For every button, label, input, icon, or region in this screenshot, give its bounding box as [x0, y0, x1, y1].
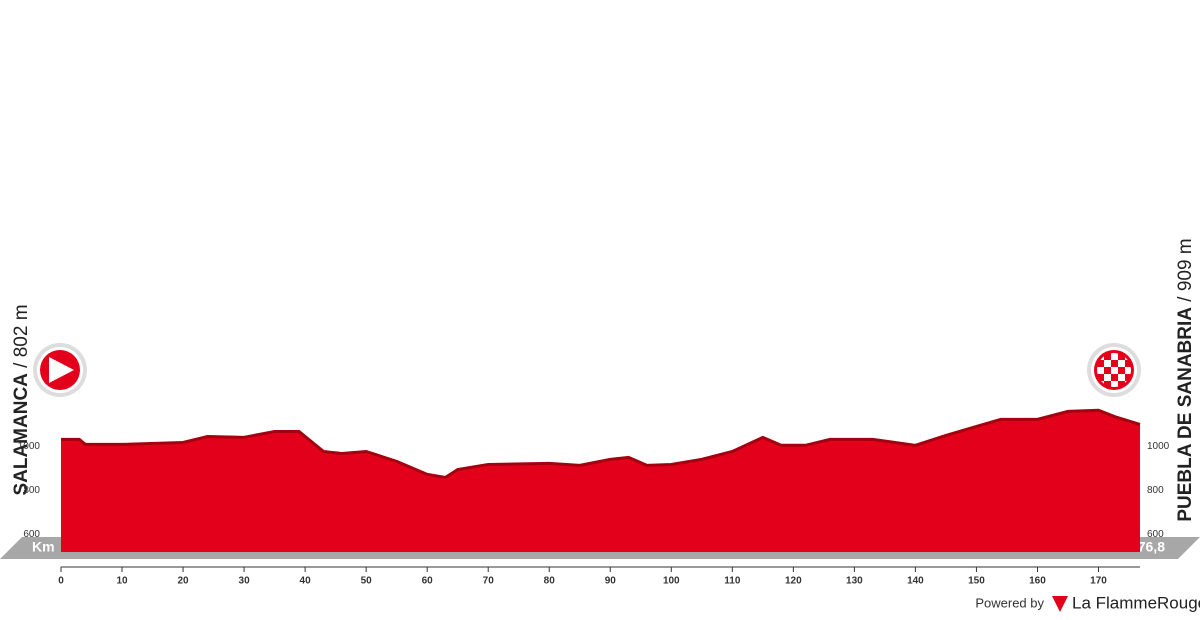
x-label: Km [32, 539, 55, 555]
finish-altitude: / 909 m [1175, 238, 1196, 301]
y2-tick-label: 800 [1147, 485, 1164, 496]
x-tick-label: 160 [1029, 576, 1046, 587]
y-tick-label: 1000 [18, 441, 41, 452]
start-label: SALAMANCA / 802 m [11, 304, 32, 495]
x-tick-label: 0 [58, 576, 64, 587]
credit-brand: La FlammeRouge [1072, 593, 1200, 612]
start-altitude: / 802 m [11, 304, 32, 367]
x-tick-label: 110 [724, 576, 741, 587]
x-tick-label: 90 [605, 576, 617, 587]
profile-edge [61, 408, 1141, 479]
x-tick-label: 50 [361, 576, 373, 587]
credit-prefix: Powered by [975, 595, 1044, 610]
x-tick-label: 60 [422, 576, 434, 587]
x-tick-label: 150 [968, 576, 985, 587]
x-tick-label: 140 [907, 576, 924, 587]
finish-icon [1087, 343, 1141, 397]
y-tick-label: 600 [23, 529, 40, 540]
x-tick-label: 20 [177, 576, 189, 587]
brand-logo [1052, 596, 1068, 612]
x-tick-label: 80 [544, 576, 556, 587]
profile-area [61, 410, 1140, 552]
y-tick-label: 800 [23, 485, 40, 496]
x-tick-label: 100 [663, 576, 680, 587]
finish-name: PUEBLA DE SANABRIA [1175, 307, 1196, 522]
y2-tick-label: 600 [1147, 529, 1164, 540]
x-tick-label: 40 [300, 576, 312, 587]
start-icon [33, 343, 87, 397]
finish-label: PUEBLA DE SANABRIA / 909 m [1175, 238, 1196, 521]
x-tick-label: 120 [785, 576, 802, 587]
start-name: SALAMANCA [11, 373, 32, 496]
x-tick-label: 170 [1090, 576, 1107, 587]
x-tick-label: 70 [483, 576, 495, 587]
x-tick-label: 130 [846, 576, 863, 587]
x-tick-label: 10 [116, 576, 128, 587]
y2-tick-label: 1000 [1147, 441, 1170, 452]
x-tick-label: 30 [239, 576, 251, 587]
